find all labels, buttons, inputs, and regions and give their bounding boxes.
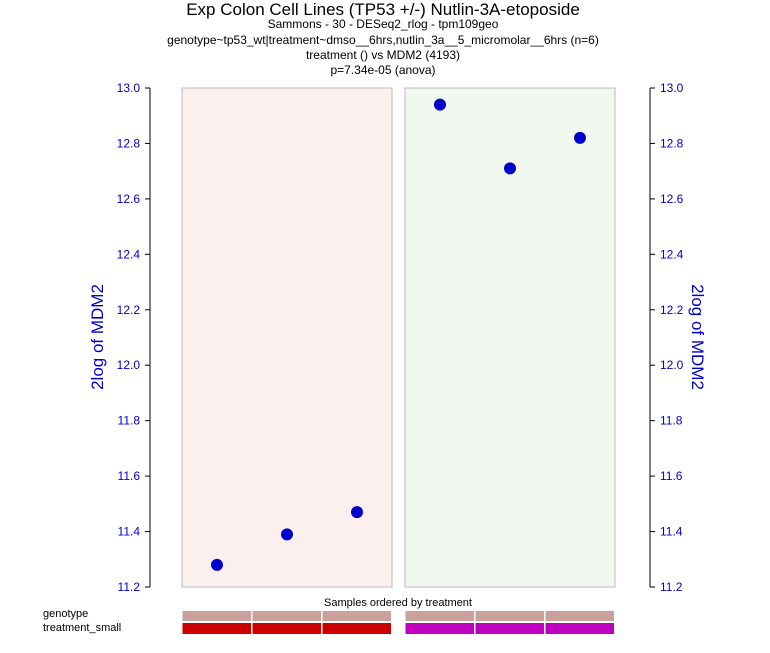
sample-annotation <box>182 611 614 634</box>
y-tick-label: 11.6 <box>660 469 683 483</box>
data-point <box>351 506 363 519</box>
data-point <box>281 528 293 541</box>
y-axis-left: 11.2 11.4 11.6 11.8 12.0 12.2 12.4 12.6 12.8 13.0 <box>117 81 151 594</box>
treatment-cell <box>475 623 544 634</box>
y-tick-label: 12.8 <box>660 136 684 150</box>
y-tick-label: 11.8 <box>118 414 141 428</box>
treatment-cell <box>405 623 474 634</box>
y-axis-label-left: 2log of MDM2 <box>88 284 107 390</box>
y-tick-label: 11.6 <box>118 469 141 483</box>
y-tick-label: 11.2 <box>660 580 683 594</box>
y-tick-label: 13.0 <box>660 81 684 95</box>
y-axis-label-right: 2log of MDM2 <box>688 284 707 390</box>
y-axis-right: 11.2 11.4 11.6 11.8 12.0 12.2 12.4 12.6 12.8 13.0 <box>649 81 684 594</box>
annotation-row-label-treatment: treatment_small <box>43 622 121 634</box>
treatment-cell <box>252 623 321 634</box>
chart-subtitle-2: genotype~tp53_wt|treatment~dmso__6hrs,nu… <box>167 33 599 47</box>
y-tick-label: 11.8 <box>660 414 683 428</box>
y-tick-label: 12.8 <box>117 136 141 150</box>
y-tick-label: 11.2 <box>118 580 141 594</box>
y-tick-label: 11.4 <box>660 525 683 539</box>
annotation-row-label-genotype: genotype <box>43 608 88 620</box>
data-points <box>211 98 586 571</box>
group-panels <box>181 87 616 588</box>
treatment-cell <box>182 623 251 634</box>
data-point <box>434 98 446 111</box>
x-axis-label: Samples ordered by treatment <box>324 597 472 609</box>
y-tick-label: 12.0 <box>660 358 684 372</box>
data-point <box>504 162 516 175</box>
chart-title: Exp Colon Cell Lines (TP53 +/-) Nutlin-3… <box>186 0 580 19</box>
treatment-cell <box>545 623 614 634</box>
chart-subtitle-1: Sammons - 30 - DESeq2_rlog - tpm109geo <box>268 17 499 31</box>
y-tick-label: 11.4 <box>118 525 141 539</box>
genotype-cell <box>252 611 321 621</box>
y-tick-label: 12.0 <box>117 358 141 372</box>
y-tick-label: 13.0 <box>117 81 141 95</box>
y-tick-label: 12.6 <box>660 192 684 206</box>
y-tick-label: 12.4 <box>117 247 141 261</box>
genotype-cell <box>545 611 614 621</box>
data-point <box>211 558 223 571</box>
y-tick-label: 12.4 <box>660 247 684 261</box>
genotype-cell <box>475 611 544 621</box>
group-panel-1 <box>181 87 393 588</box>
y-tick-label: 12.6 <box>117 192 141 206</box>
y-tick-label: 12.2 <box>660 303 684 317</box>
genotype-cell <box>405 611 474 621</box>
data-point <box>574 131 586 144</box>
chart-subtitle-3: treatment () vs MDM2 (4193) <box>306 48 460 62</box>
genotype-cell <box>322 611 391 621</box>
treatment-cell <box>322 623 391 634</box>
genotype-cell <box>182 611 251 621</box>
y-tick-label: 12.2 <box>117 303 141 317</box>
chart-subtitle-4: p=7.34e-05 (anova) <box>330 63 435 77</box>
